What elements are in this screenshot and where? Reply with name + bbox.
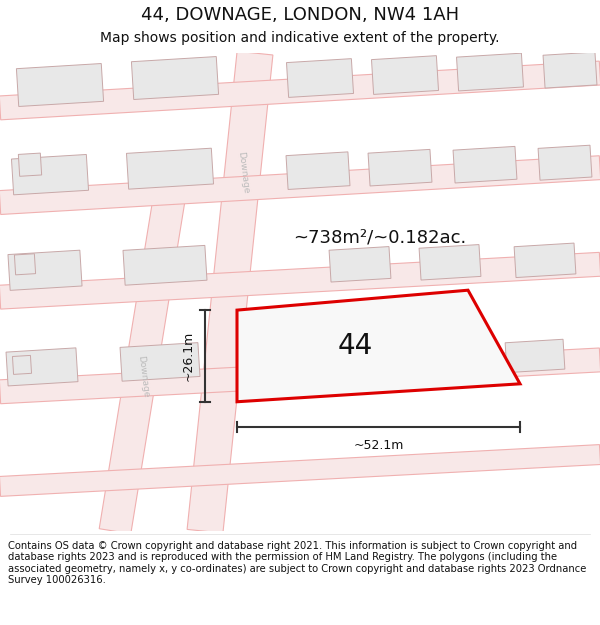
Polygon shape xyxy=(543,52,597,88)
Polygon shape xyxy=(131,56,218,99)
Polygon shape xyxy=(329,247,391,282)
Polygon shape xyxy=(453,146,517,183)
Text: 44: 44 xyxy=(338,332,373,361)
Polygon shape xyxy=(505,339,565,372)
Text: Downage: Downage xyxy=(236,151,250,194)
Polygon shape xyxy=(0,61,600,120)
Text: Map shows position and indicative extent of the property.: Map shows position and indicative extent… xyxy=(100,31,500,45)
Polygon shape xyxy=(8,250,82,291)
Polygon shape xyxy=(0,348,600,404)
Polygon shape xyxy=(127,148,214,189)
Text: ~52.1m: ~52.1m xyxy=(353,439,404,452)
Polygon shape xyxy=(187,51,273,533)
Polygon shape xyxy=(6,348,78,386)
Polygon shape xyxy=(0,444,600,496)
Polygon shape xyxy=(0,156,600,214)
Polygon shape xyxy=(368,149,432,186)
Polygon shape xyxy=(457,53,523,91)
Polygon shape xyxy=(120,342,200,381)
Polygon shape xyxy=(237,290,520,402)
Polygon shape xyxy=(0,253,600,309)
Polygon shape xyxy=(11,154,89,195)
Polygon shape xyxy=(123,246,207,285)
Polygon shape xyxy=(415,341,475,374)
Polygon shape xyxy=(286,59,353,98)
Text: Contains OS data © Crown copyright and database right 2021. This information is : Contains OS data © Crown copyright and d… xyxy=(8,541,586,586)
Polygon shape xyxy=(419,244,481,280)
Text: ~26.1m: ~26.1m xyxy=(182,331,195,381)
Polygon shape xyxy=(325,343,385,377)
Text: Downage: Downage xyxy=(136,355,150,398)
Polygon shape xyxy=(286,152,350,189)
Polygon shape xyxy=(14,254,35,275)
Polygon shape xyxy=(99,160,191,534)
Polygon shape xyxy=(371,56,439,94)
Text: ~738m²/~0.182ac.: ~738m²/~0.182ac. xyxy=(293,228,467,246)
Polygon shape xyxy=(16,64,104,106)
Polygon shape xyxy=(19,153,41,176)
Polygon shape xyxy=(538,145,592,180)
Text: 44, DOWNAGE, LONDON, NW4 1AH: 44, DOWNAGE, LONDON, NW4 1AH xyxy=(141,6,459,24)
Polygon shape xyxy=(514,243,576,278)
Polygon shape xyxy=(13,356,32,374)
